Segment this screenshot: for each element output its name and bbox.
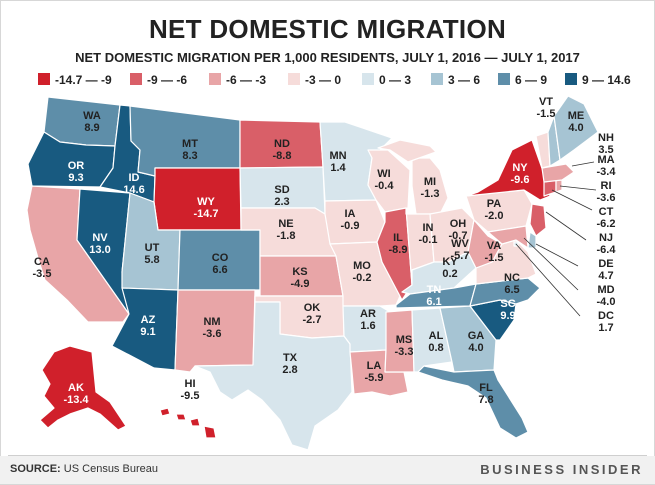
label-OK: OK -2.7 (302, 302, 322, 326)
state-MA (541, 163, 575, 183)
label-DE: DE 4.7 (598, 258, 614, 282)
label-AR: AR 1.6 (360, 308, 376, 332)
legend-item-1: -14.7 — -9 (38, 72, 112, 88)
label-UT: UT 5.8 (144, 242, 160, 266)
label-LA: LA -5.9 (364, 360, 384, 384)
label-WA: WA 8.9 (83, 110, 101, 134)
leader-lines (515, 161, 597, 317)
label-OH: OH -0.7 (448, 218, 468, 242)
label-ID: ID 14.6 (123, 172, 145, 196)
label-AK: AK -13.4 (63, 382, 89, 406)
legend-swatch (498, 73, 510, 85)
state-MD (487, 225, 529, 249)
label-WY: WY -14.7 (193, 196, 219, 220)
state-MI-UP (377, 139, 437, 163)
source-note: SOURCE: US Census Bureau (10, 463, 158, 475)
legend-item-6: 3 — 6 (431, 72, 480, 88)
label-MN: MN 1.4 (329, 150, 347, 174)
label-FL: FL 7.8 (478, 382, 494, 406)
legend-swatch (38, 73, 50, 85)
label-RI: RI -3.6 (596, 180, 616, 204)
label-AL: AL 0.8 (428, 330, 444, 354)
state-FL (417, 365, 529, 439)
label-NE: NE -1.8 (276, 218, 296, 242)
label-CT: CT -6.2 (596, 206, 616, 230)
legend-item-8: 9 — 14.6 (565, 72, 631, 88)
legend-item-7: 6 — 9 (498, 72, 547, 88)
label-WV: WV -5.7 (450, 238, 470, 262)
us-map: WA 8.9 OR 9.3 CA -3.5 ID 14.6 NV 13.0 AZ 9.1 U… (0, 90, 655, 455)
label-VT: VT -1.5 (536, 96, 556, 120)
label-PA: PA -2.0 (484, 198, 504, 222)
label-GA: GA 4.0 (467, 330, 485, 354)
label-ND: ND -8.8 (272, 138, 292, 162)
state-HI-3 (189, 417, 201, 427)
state-HI-2 (175, 413, 187, 421)
label-KS: KS -4.9 (290, 266, 310, 290)
label-NY: NY -9.6 (510, 162, 530, 186)
label-TX: TX 2.8 (282, 352, 298, 376)
label-MT: MT 8.3 (182, 138, 198, 162)
label-WI: WI -0.4 (374, 168, 394, 192)
label-IA: IA -0.9 (340, 208, 360, 232)
state-MI (411, 157, 449, 215)
legend-swatch (130, 73, 142, 85)
label-CO: CO 6.6 (211, 252, 229, 276)
label-CA: CA -3.5 (32, 256, 52, 280)
state-AK (39, 345, 127, 431)
label-DC: DC 1.7 (598, 310, 614, 334)
label-NC: NC 6.5 (504, 272, 520, 296)
label-ME: ME 4.0 (567, 110, 585, 134)
state-HI-1 (159, 407, 171, 417)
footer-divider (8, 455, 647, 456)
label-HI: HI -9.5 (180, 378, 200, 402)
state-NJ (529, 203, 547, 237)
label-IL: IL -8.9 (388, 232, 408, 256)
legend-swatch (565, 73, 577, 85)
state-ME (553, 95, 599, 161)
label-NV: NV 13.0 (89, 232, 111, 256)
legend-swatch (431, 73, 443, 85)
label-MI: MI -1.3 (420, 176, 440, 200)
legend-item-2: -9 — -6 (130, 72, 187, 88)
state-TX (194, 301, 353, 451)
label-OR: OR 9.3 (67, 160, 85, 184)
label-NH: NH 3.5 (598, 132, 614, 156)
label-TN: TN 6.1 (426, 284, 442, 308)
legend: -14.7 — -9 -9 — -6 -6 — -3 -3 — 0 0 — 3 … (38, 72, 648, 88)
label-AZ: AZ 9.1 (140, 314, 156, 338)
label-SC: SC 9.9 (500, 298, 516, 322)
state-NY (465, 139, 551, 201)
label-KY: KY 0.2 (442, 256, 458, 280)
legend-swatch (209, 73, 221, 85)
brand-logo: BUSINESS INSIDER (480, 462, 643, 477)
label-IN: IN -0.1 (418, 222, 438, 246)
map-subtitle: NET DOMESTIC MIGRATION PER 1,000 RESIDEN… (75, 50, 580, 65)
label-SD: SD 2.3 (274, 184, 290, 208)
label-MD: MD -4.0 (596, 284, 616, 308)
map-title: NET DOMESTIC MIGRATION (148, 14, 507, 44)
label-NM: NM -3.6 (202, 316, 222, 340)
map-svg (26, 95, 599, 451)
label-MO: MO -0.2 (352, 260, 372, 284)
label-VA: VA -1.5 (484, 240, 504, 264)
legend-swatch (288, 73, 300, 85)
label-MS: MS -3.3 (394, 334, 414, 358)
state-NC (469, 277, 541, 307)
legend-item-5: 0 — 3 (362, 72, 411, 88)
footer: SOURCE: US Census Bureau BUSINESS INSIDE… (0, 456, 655, 484)
legend-item-4: -3 — 0 (288, 72, 341, 88)
label-NJ: NJ -6.4 (596, 232, 616, 256)
legend-item-3: -6 — -3 (209, 72, 266, 88)
state-HI-4 (203, 425, 217, 439)
label-MA: MA -3.4 (596, 154, 616, 178)
legend-swatch (362, 73, 374, 85)
